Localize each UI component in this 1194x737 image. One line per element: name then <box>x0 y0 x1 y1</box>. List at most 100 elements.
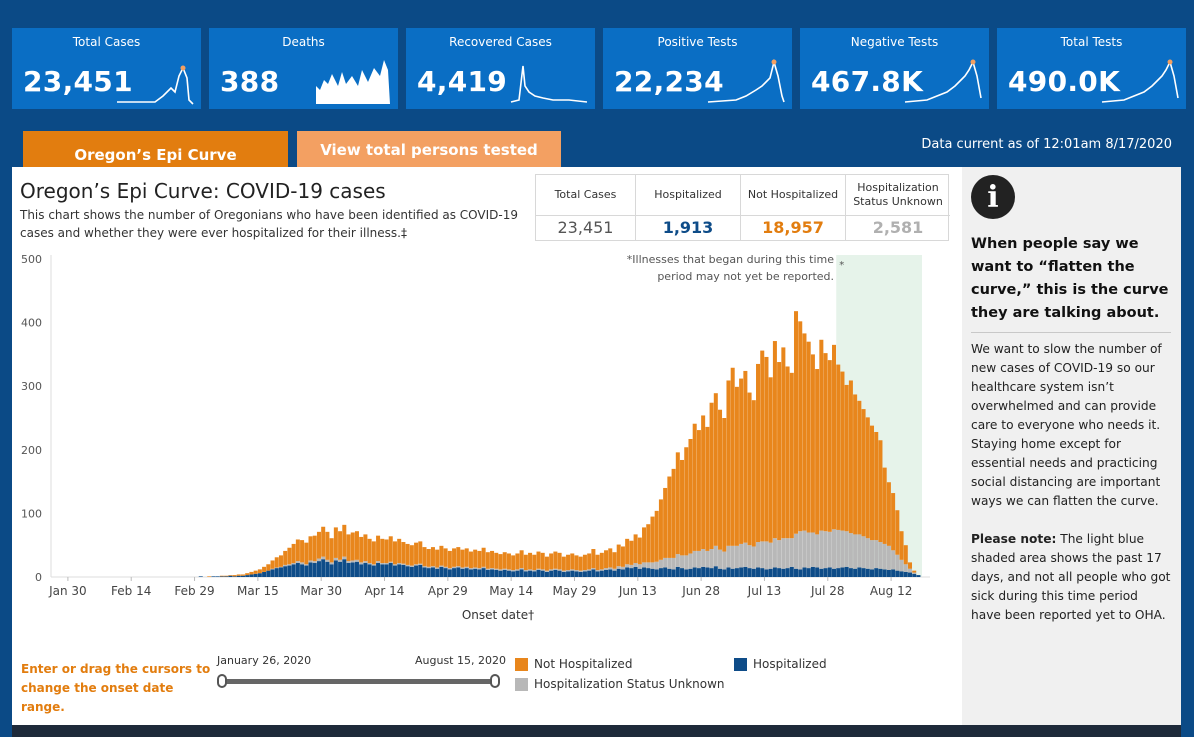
bar-hospitalized <box>903 571 908 577</box>
bar-not-hospitalized <box>304 542 309 565</box>
bar-not-hospitalized <box>570 553 575 570</box>
bar-unknown <box>578 570 583 572</box>
kpi-positive-tests[interactable]: Positive Tests 22,234 <box>603 28 792 109</box>
bar-unknown <box>798 531 803 570</box>
bar-not-hospitalized <box>287 547 292 565</box>
bar-hospitalized <box>481 568 486 577</box>
bar-hospitalized <box>772 567 777 577</box>
bar-hospitalized <box>642 567 647 577</box>
bar-not-hospitalized <box>561 556 566 571</box>
bar-hospitalized <box>198 576 203 577</box>
bar-unknown <box>270 568 275 570</box>
bar-not-hospitalized <box>836 364 841 530</box>
bar-unknown <box>566 570 571 572</box>
bar-unknown <box>397 563 402 565</box>
bar-unknown <box>840 530 845 568</box>
x-tick-label: Apr 14 <box>365 584 405 598</box>
bar-unknown <box>608 567 613 570</box>
bar-unknown <box>426 566 431 569</box>
bar-not-hospitalized <box>430 547 435 567</box>
legend-not-hospitalized[interactable]: Not Hospitalized <box>515 657 632 671</box>
bar-hospitalized <box>701 566 706 577</box>
kpi-total-cases[interactable]: Total Cases 23,451 <box>12 28 201 109</box>
bar-not-hospitalized <box>620 546 625 567</box>
bar-unknown <box>785 538 790 569</box>
bar-hospitalized <box>751 568 756 577</box>
kpi-negative-tests[interactable]: Negative Tests 467.8K <box>800 28 989 109</box>
bar-not-hospitalized <box>295 539 300 562</box>
date-range-slider[interactable] <box>223 679 499 684</box>
bar-hospitalized <box>485 570 490 577</box>
epi-curve-chart[interactable]: * 0 100 200 300 400 500 Jan 30 Feb 14 Feb 29 Mar 1… <box>12 247 962 622</box>
bar-hospitalized <box>401 564 406 577</box>
bar-unknown <box>675 554 680 567</box>
bar-not-hospitalized <box>709 402 714 550</box>
kpi-deaths[interactable]: Deaths 388 <box>209 28 398 109</box>
bar-hospitalized <box>295 563 300 577</box>
y-tick-label: 200 <box>21 444 42 457</box>
bar-not-hospitalized <box>718 409 723 550</box>
bar-hospitalized <box>768 568 773 577</box>
legend-swatch <box>515 657 528 671</box>
bar-unknown <box>650 562 655 569</box>
bar-not-hospitalized <box>671 468 676 558</box>
bar-not-hospitalized <box>447 550 452 569</box>
tab-epi-curve[interactable]: Oregon’s Epi Curve <box>23 131 288 174</box>
slider-handle-end[interactable] <box>490 674 500 688</box>
summary-unknown: Hospitalization Status Unknown 2,581 <box>846 175 950 240</box>
kpi-recovered[interactable]: Recovered Cases 4,419 <box>406 28 595 109</box>
bar-hospitalized <box>388 563 393 577</box>
bar-unknown <box>751 546 756 569</box>
bar-unknown <box>646 562 651 569</box>
bar-not-hospitalized <box>637 537 642 565</box>
y-tick-label: 100 <box>21 507 42 520</box>
bar-hospitalized <box>853 568 858 577</box>
legend-unknown[interactable]: Hospitalization Status Unknown <box>515 677 725 691</box>
bar-unknown <box>844 531 849 567</box>
bar-hospitalized <box>616 568 621 577</box>
bar-not-hospitalized <box>401 542 406 564</box>
bar-not-hospitalized <box>266 564 271 571</box>
chart-annotation: period may not yet be reported. <box>657 270 834 283</box>
bar-hospitalized <box>692 567 697 577</box>
bar-hospitalized <box>405 566 410 577</box>
bar-hospitalized <box>333 560 338 577</box>
bar-not-hospitalized <box>891 493 896 551</box>
bar-not-hospitalized <box>747 392 752 546</box>
bar-unknown <box>734 545 739 569</box>
bar-not-hospitalized <box>806 341 811 533</box>
bar-not-hospitalized <box>498 554 503 570</box>
bar-not-hospitalized <box>832 344 837 530</box>
tab-persons-tested[interactable]: View total persons tested <box>297 131 561 168</box>
bar-unknown <box>308 560 313 563</box>
bar-unknown <box>827 531 832 568</box>
bar-unknown <box>739 543 744 568</box>
kpi-value: 388 <box>220 65 280 98</box>
bar-unknown <box>595 570 600 572</box>
bar-unknown <box>612 568 617 571</box>
bar-not-hospitalized <box>439 545 444 566</box>
kpi-total-tests[interactable]: Total Tests 490.0K <box>997 28 1186 109</box>
bar-hospitalized <box>608 569 613 577</box>
bar-unknown <box>430 566 435 568</box>
bar-hospitalized <box>304 565 309 577</box>
bar-not-hospitalized <box>557 552 562 570</box>
bar-hospitalized <box>540 570 545 577</box>
bar-not-hospitalized <box>823 353 828 532</box>
bar-hospitalized <box>823 568 828 577</box>
bar-not-hospitalized <box>418 541 423 564</box>
bar-unknown <box>325 559 330 562</box>
bar-not-hospitalized <box>848 380 853 534</box>
bar-hospitalized <box>840 567 845 577</box>
bar-hospitalized <box>861 568 866 577</box>
legend-hospitalized[interactable]: Hospitalized <box>734 657 827 671</box>
bar-not-hospitalized <box>878 440 883 543</box>
x-tick-label: Apr 29 <box>428 584 468 598</box>
bar-not-hospitalized <box>392 541 397 565</box>
bar-not-hospitalized <box>468 551 473 569</box>
bar-hospitalized <box>836 568 841 577</box>
bar-unknown <box>768 542 773 569</box>
slider-handle-start[interactable] <box>217 674 227 688</box>
bar-hospitalized <box>582 571 587 577</box>
bar-not-hospitalized <box>625 538 630 565</box>
